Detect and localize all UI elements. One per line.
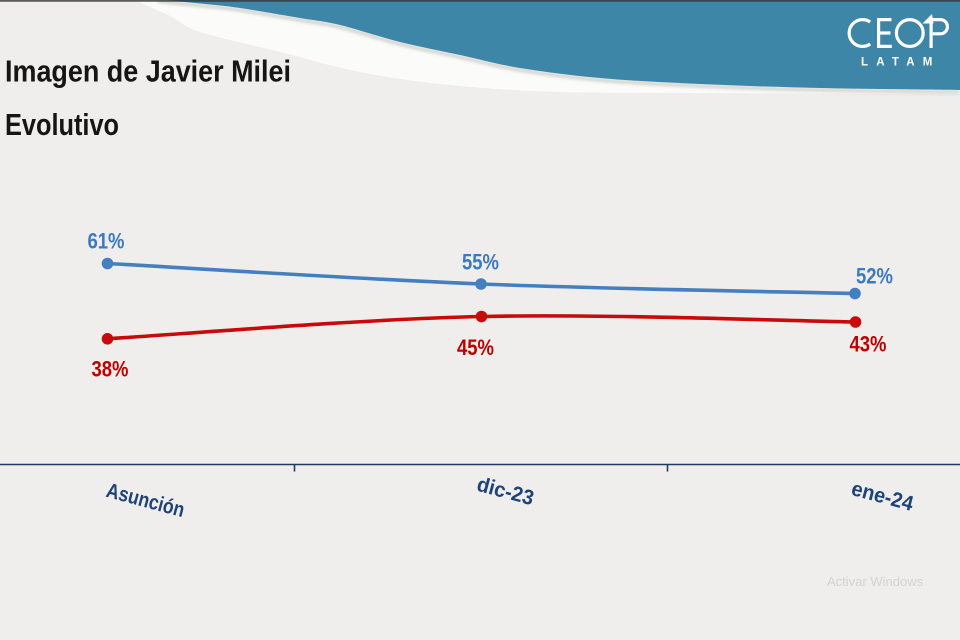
svg-text:43%: 43%: [850, 332, 887, 357]
svg-text:Evolutivo: Evolutivo: [5, 107, 119, 142]
svg-text:LATAM: LATAM: [861, 57, 941, 69]
svg-text:61%: 61%: [88, 229, 125, 254]
svg-text:Activar Windows: Activar Windows: [827, 574, 924, 589]
svg-text:45%: 45%: [457, 335, 494, 360]
svg-text:38%: 38%: [92, 357, 129, 382]
svg-text:55%: 55%: [462, 250, 499, 275]
svg-text:Imagen de Javier Milei: Imagen de Javier Milei: [5, 54, 291, 89]
svg-text:52%: 52%: [856, 264, 893, 289]
